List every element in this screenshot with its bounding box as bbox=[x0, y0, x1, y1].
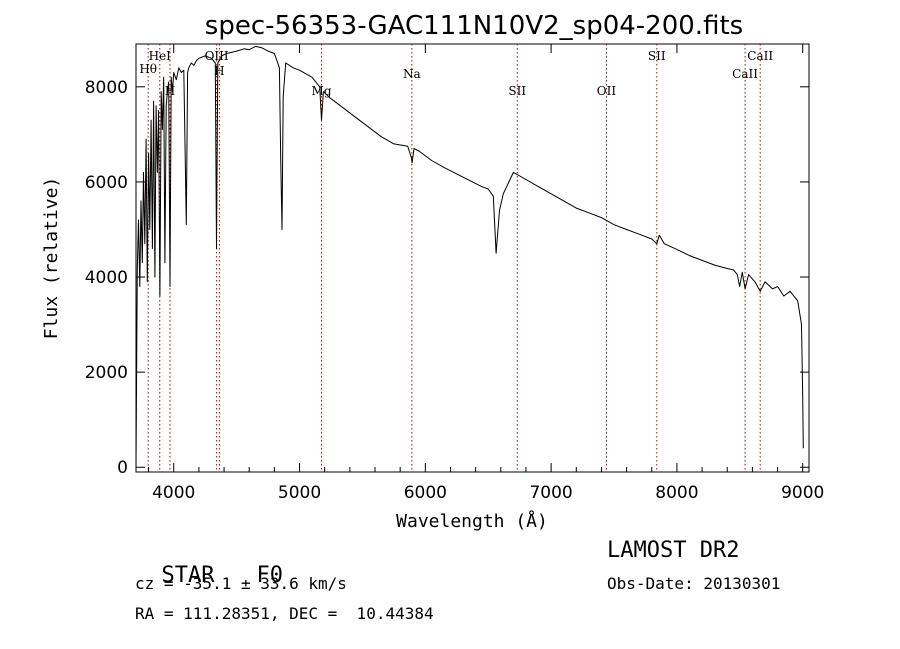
y-tick-label: 2000 bbox=[85, 363, 128, 383]
y-tick-label: 8000 bbox=[85, 78, 128, 98]
spectral-line-label: Na bbox=[403, 67, 421, 81]
spectral-line-label: H bbox=[214, 64, 224, 78]
coordinates-label: RA = 111.28351, DEC = 10.44384 bbox=[135, 604, 434, 623]
y-tick-label: 6000 bbox=[85, 173, 128, 193]
class-label: STAR bbox=[161, 563, 215, 588]
y-axis-label: Flux (relative) bbox=[41, 177, 62, 340]
object-class: STAR F0 bbox=[135, 538, 283, 588]
spectral-line-label: CaII bbox=[732, 67, 758, 81]
subclass-label: F0 bbox=[256, 563, 283, 588]
x-tick-label: 7000 bbox=[529, 483, 572, 503]
spectral-line-label: Mg bbox=[312, 84, 332, 98]
spectral-line-label: OII bbox=[597, 84, 617, 98]
spectral-line-label: H bbox=[165, 84, 175, 98]
obs-date-label: Obs-Date: 20130301 bbox=[607, 574, 781, 593]
spectral-line-label: Hθ bbox=[139, 62, 157, 76]
spectral-line-label: CaII bbox=[747, 49, 773, 63]
axis-ticks: 4000 5000 6000 7000 8000 9000 0 2000 4000 6000 800… bbox=[85, 44, 824, 503]
survey-label: LAMOST DR2 bbox=[607, 538, 740, 563]
spectrum-line bbox=[135, 45, 804, 468]
plot-frame bbox=[135, 43, 810, 473]
x-tick-label: 4000 bbox=[152, 483, 195, 503]
spectral-line-label: SII bbox=[508, 84, 526, 98]
x-tick-label: 9000 bbox=[781, 483, 824, 503]
spectral-line-label: HeI bbox=[149, 49, 172, 63]
y-tick-label: 4000 bbox=[85, 268, 128, 288]
x-tick-label: 5000 bbox=[278, 483, 321, 503]
x-axis-label: Wavelength (Å) bbox=[396, 510, 548, 532]
spectrum-series bbox=[135, 45, 804, 468]
x-tick-label: 8000 bbox=[655, 483, 698, 503]
y-tick-label: 0 bbox=[117, 458, 128, 478]
spectrum-chart: spec-56353-GAC111N10V2_sp04-200.fits Wav… bbox=[41, 11, 824, 532]
x-tick-label: 6000 bbox=[404, 483, 447, 503]
chart-title: spec-56353-GAC111N10V2_sp04-200.fits bbox=[205, 11, 743, 41]
spectral-line-label: OIII bbox=[205, 49, 229, 63]
spectral-line-label: SII bbox=[648, 49, 666, 63]
redshift-label: cz = -35.1 ± 33.6 km/s bbox=[135, 574, 347, 593]
